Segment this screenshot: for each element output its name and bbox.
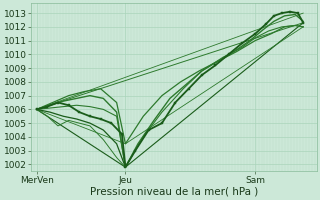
X-axis label: Pression niveau de la mer( hPa ): Pression niveau de la mer( hPa ): [90, 187, 258, 197]
